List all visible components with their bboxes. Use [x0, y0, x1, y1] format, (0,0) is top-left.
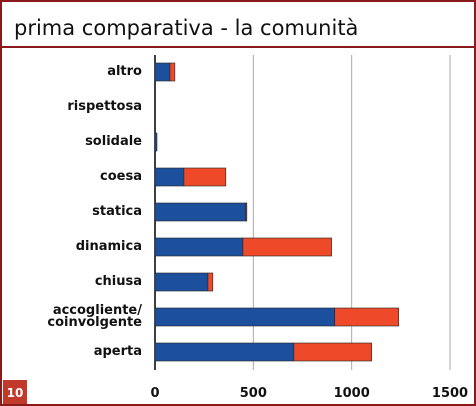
bar-segment [154, 202, 247, 222]
y-tick-label: statica [92, 204, 142, 219]
y-tick-label: solidale [85, 134, 142, 149]
x-tick-label: 1000 [334, 386, 370, 401]
bar-segment [154, 237, 244, 257]
y-tick-label: altro [107, 64, 142, 79]
x-tick-label: 500 [240, 386, 267, 401]
bar-segment [154, 342, 295, 362]
bar-segment [183, 167, 227, 187]
y-tick-label: aperta [93, 344, 142, 359]
y-tick-label: coesa [100, 169, 142, 184]
bar-segment [293, 342, 373, 362]
y-tick-label: chiusa [94, 274, 142, 289]
bar-segment [154, 272, 209, 292]
y-tick-label: dinamica [75, 239, 142, 254]
bar-segment [207, 272, 214, 292]
bar-segment [154, 132, 158, 152]
bar-segment [242, 237, 332, 257]
bar-segment [154, 307, 336, 327]
chart-title: prima comparativa - la comunità [14, 16, 358, 40]
x-tick-label: 1500 [432, 386, 468, 401]
y-tick-label: accogliente/ coinvolgente [47, 303, 142, 330]
page-number: 10 [7, 386, 24, 400]
y-tick-label: rispettosa [67, 99, 142, 114]
bar-segment [154, 167, 185, 187]
bar-segment [169, 62, 176, 82]
page-badge [3, 380, 27, 404]
bar-segment [245, 202, 248, 222]
x-tick-label: 0 [150, 386, 159, 401]
bar-segment [154, 62, 171, 82]
bar-segment [334, 307, 399, 327]
